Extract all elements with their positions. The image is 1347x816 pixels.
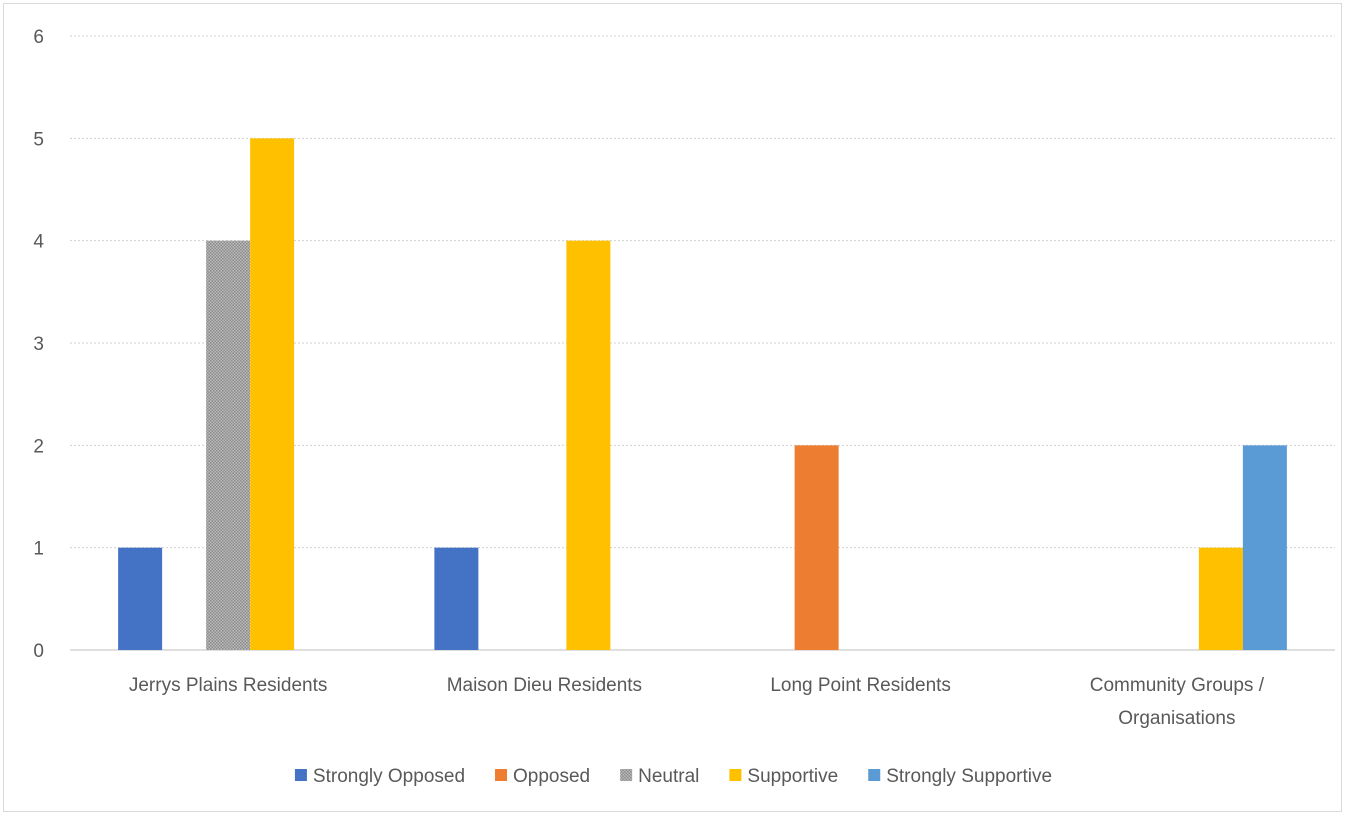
bar <box>1198 547 1243 650</box>
x-tick-label: Jerrys Plains Residents <box>129 675 328 696</box>
legend: Strongly Opposed Opposed Neutral Supportive… <box>294 766 1052 787</box>
y-tick-label: 0 <box>33 641 44 662</box>
bar <box>566 240 611 650</box>
legend-swatch <box>868 769 881 781</box>
legend-swatch <box>294 769 307 781</box>
x-axis: Jerrys Plains Residents Maison Dieu Resid… <box>129 675 1265 729</box>
bar <box>434 547 479 650</box>
legend-label: Strongly Supportive <box>886 766 1052 787</box>
legend-label: Opposed <box>513 766 590 787</box>
x-tick-label: Community Groups / <box>1090 675 1265 696</box>
y-axis: 0 1 2 3 4 5 6 <box>33 27 44 662</box>
y-tick-label: 1 <box>33 539 44 560</box>
legend-swatch <box>729 769 742 781</box>
bar <box>794 445 839 650</box>
bar <box>1242 445 1287 650</box>
bar <box>206 240 251 650</box>
y-tick-label: 3 <box>33 334 44 355</box>
legend-swatch <box>620 769 633 781</box>
legend-label: Neutral <box>638 766 699 787</box>
y-tick-label: 2 <box>33 436 44 457</box>
legend-swatch <box>495 769 508 781</box>
x-tick-label: Maison Dieu Residents <box>447 675 642 696</box>
bar <box>250 138 295 651</box>
bars <box>118 138 1287 651</box>
y-tick-label: 4 <box>33 232 44 253</box>
y-tick-label: 6 <box>33 27 44 48</box>
bar <box>118 547 163 650</box>
legend-label: Supportive <box>747 766 838 787</box>
x-tick-label: Organisations <box>1118 708 1235 729</box>
x-tick-label: Long Point Residents <box>770 675 951 696</box>
y-tick-label: 5 <box>33 129 44 150</box>
legend-label: Strongly Opposed <box>313 766 465 787</box>
